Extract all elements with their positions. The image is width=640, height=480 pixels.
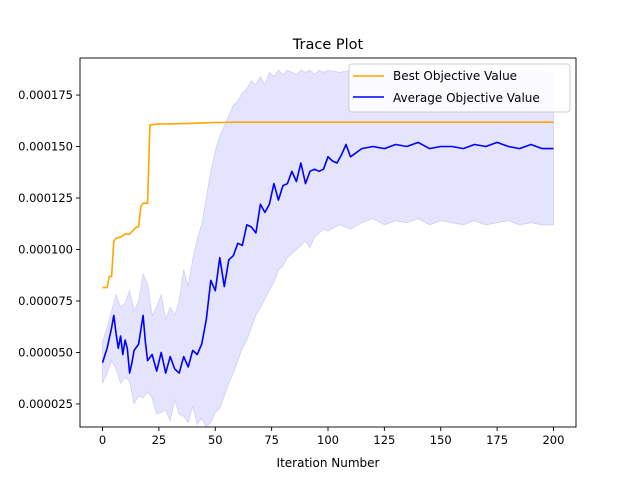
x-tick-label: 0 [99, 433, 106, 447]
x-tick-label: 50 [208, 433, 223, 447]
x-axis-ticks: 0 25 50 75 100 125 150 175 200 [99, 427, 564, 447]
x-tick-label: 100 [317, 433, 339, 447]
x-tick-label: 150 [430, 433, 452, 447]
y-tick-label: 0.000050 [18, 345, 73, 359]
y-tick-label: 0.000025 [18, 397, 73, 411]
y-tick-label: 0.000100 [18, 243, 73, 257]
std-band-layer [102, 69, 554, 428]
average-objective-line [101, 141, 554, 374]
y-tick-label: 0.000125 [18, 191, 73, 205]
series-line-layer [101, 121, 554, 374]
y-tick-label: 0.000175 [18, 88, 73, 102]
chart-title: Trace Plot [292, 37, 364, 53]
best-objective-line [102, 121, 554, 289]
legend-label-best: Best Objective Value [393, 69, 517, 83]
y-tick-label: 0.000150 [18, 140, 73, 154]
x-tick-label: 175 [486, 433, 508, 447]
x-tick-label: 25 [152, 433, 167, 447]
average-std-band [102, 69, 554, 428]
plot-area [101, 69, 554, 428]
legend-label-average: Average Objective Value [393, 91, 540, 105]
y-tick-label: 0.000075 [18, 294, 73, 308]
x-tick-label: 125 [373, 433, 395, 447]
x-axis-label: Iteration Number [277, 456, 380, 470]
x-tick-label: 200 [542, 433, 564, 447]
legend: Best Objective Value Average Objective V… [348, 63, 571, 113]
x-tick-label: 75 [264, 433, 279, 447]
legend-box [348, 63, 571, 113]
y-axis-ticks: 0.000025 0.000050 0.000075 0.000100 0.000125… [18, 88, 80, 411]
